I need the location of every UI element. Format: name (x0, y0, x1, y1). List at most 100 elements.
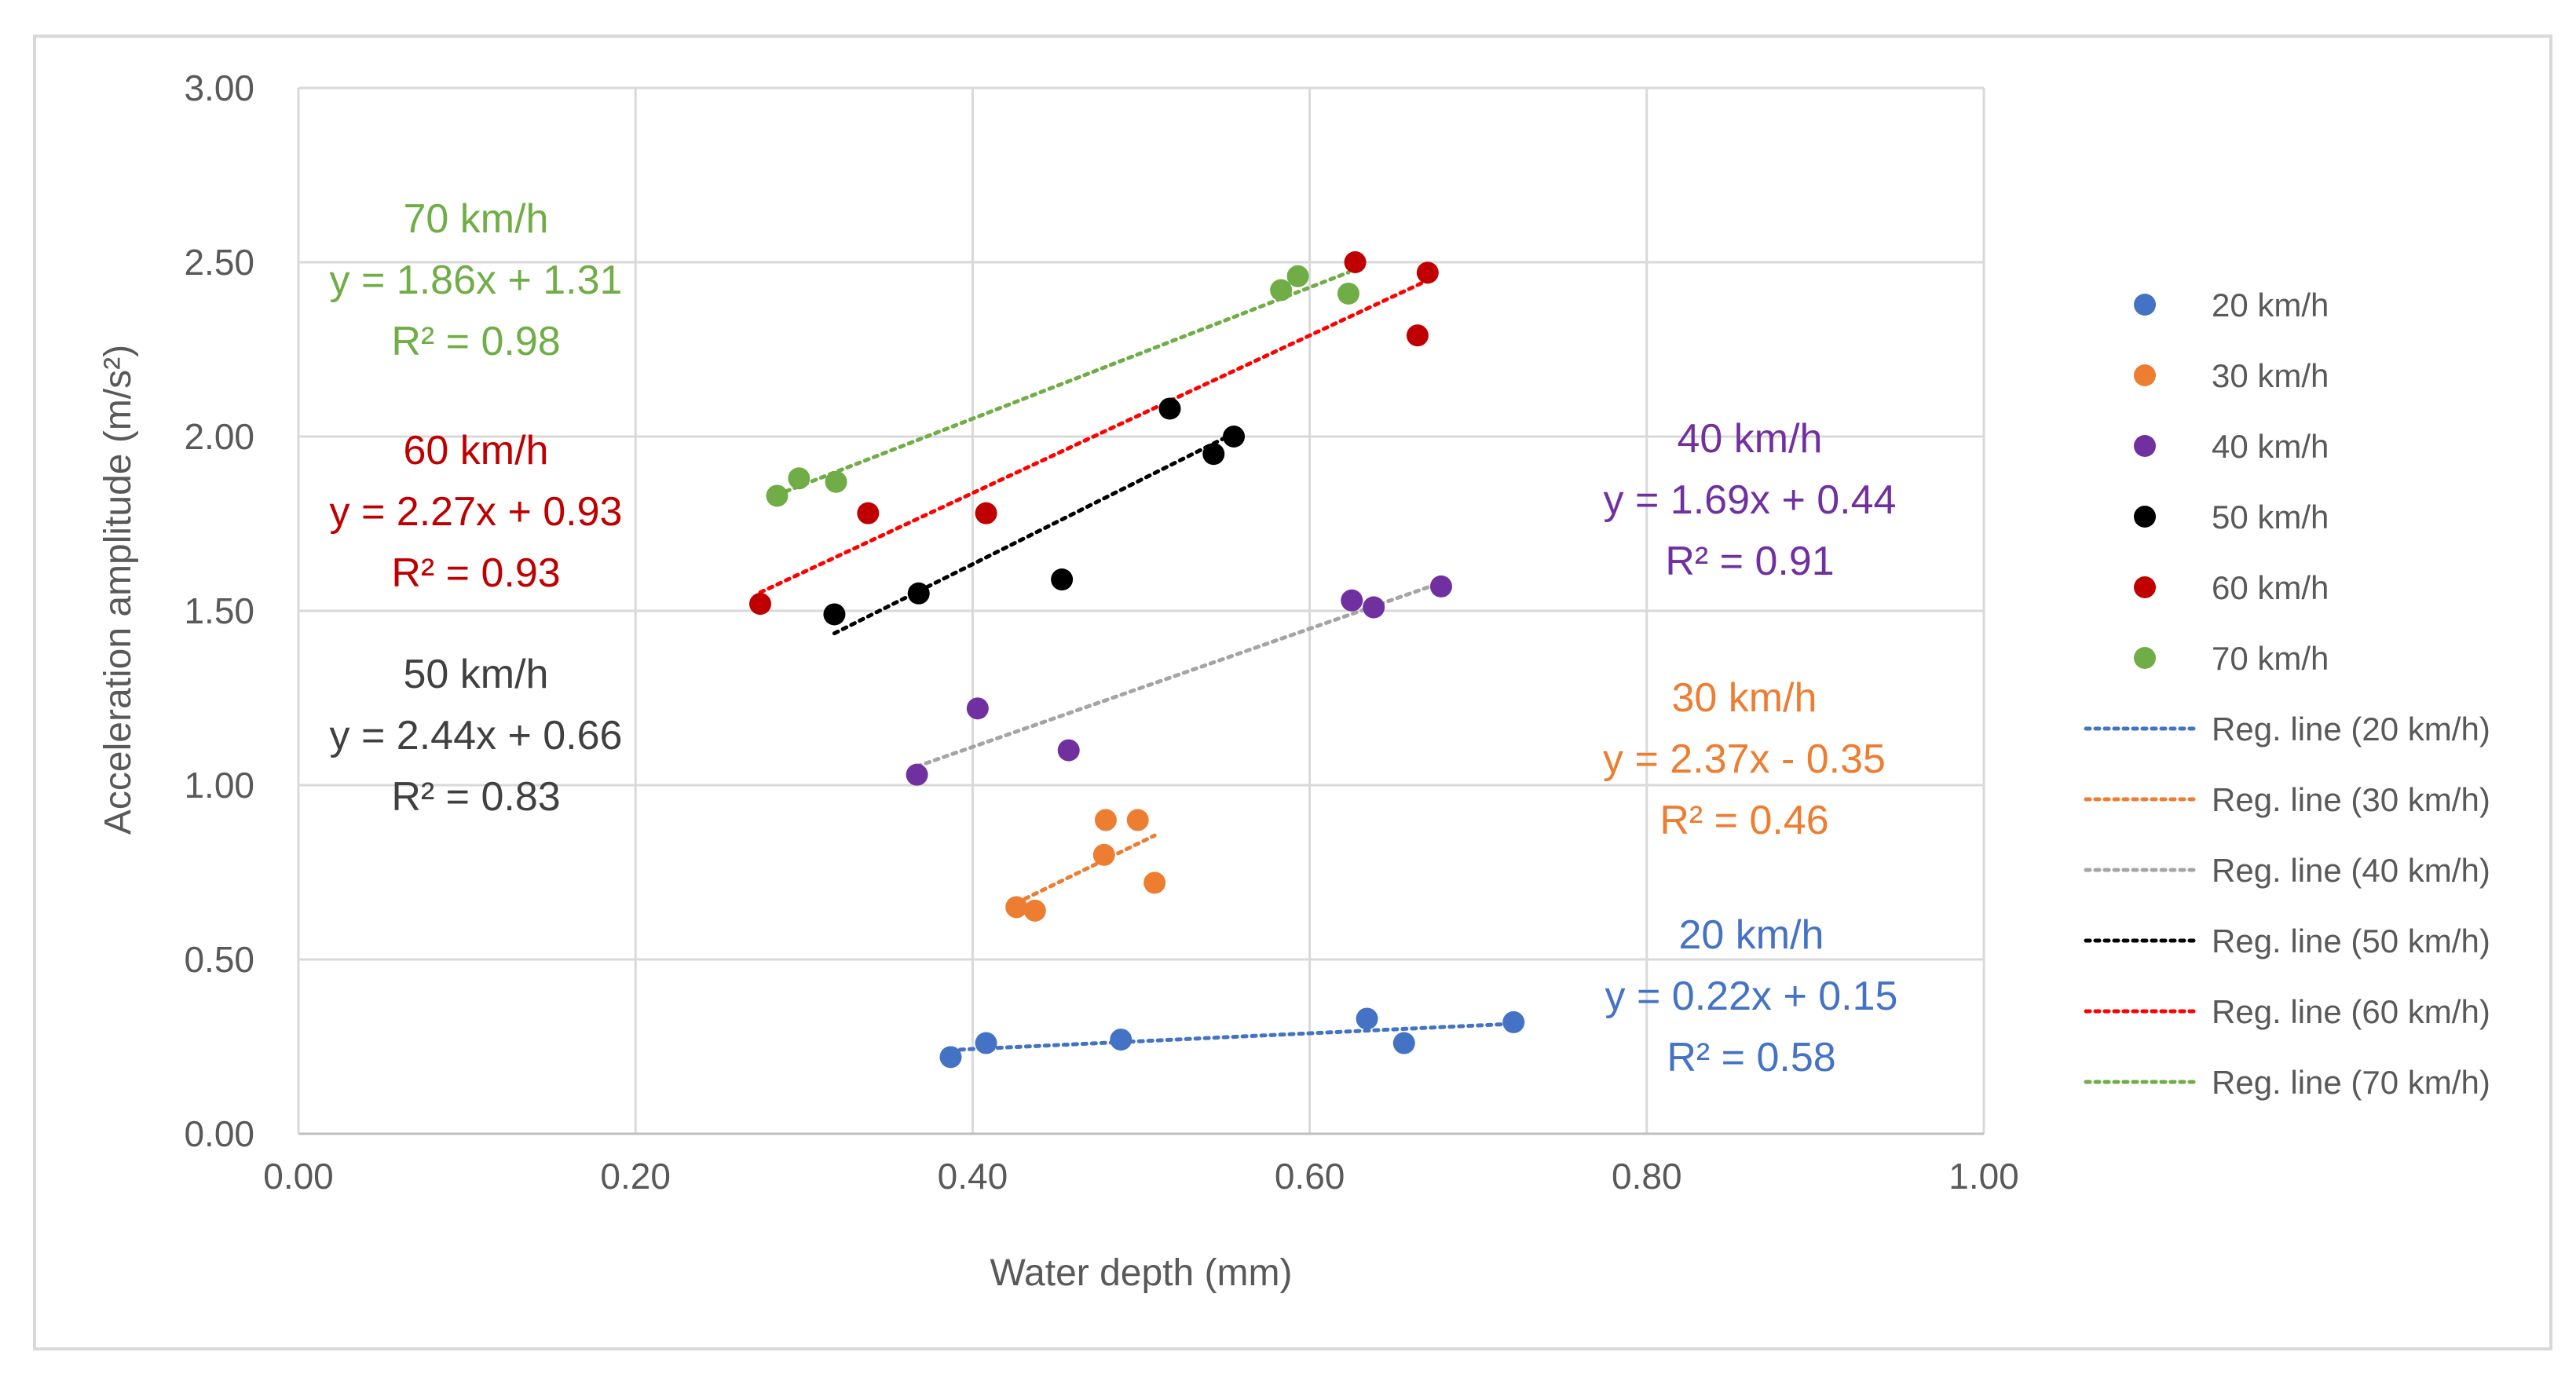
data-point (788, 467, 810, 490)
regression-line (774, 270, 1351, 497)
y-tick-label: 0.00 (184, 1113, 254, 1154)
annotation-40-km-h: 40 km/h y = 1.69x + 0.44 R² = 0.91 (1604, 416, 1897, 584)
legend-label: 60 km/h (2212, 569, 2329, 606)
x-tick-label: 0.20 (600, 1156, 671, 1197)
legend-marker (2134, 506, 2156, 528)
x-tick-label: 0.60 (1275, 1156, 1345, 1197)
legend-label: Reg. line (50 km/h) (2212, 923, 2490, 959)
axes: 0.00 0.20 0.40 0.60 0.80 1.00 0.00 0.50 1.00 1.50… (184, 68, 2018, 1197)
legend-label: 70 km/h (2212, 640, 2329, 677)
data-point (1223, 426, 1246, 448)
legend-marker (2134, 294, 2156, 316)
annotation-r2: R² = 0.58 (1667, 1035, 1835, 1080)
data-point (1392, 1032, 1415, 1054)
data-points (749, 251, 1525, 1069)
data-point (825, 470, 847, 493)
annotation-equation: y = 1.86x + 1.31 (330, 258, 623, 303)
legend-label: 50 km/h (2212, 499, 2329, 535)
annotation-30-km-h: 30 km/h y = 2.37x - 0.35 R² = 0.46 (1603, 675, 1886, 843)
data-point (1005, 896, 1028, 919)
x-axis-title: Water depth (mm) (990, 1252, 1293, 1294)
annotation-70-km-h: 70 km/h y = 1.86x + 1.31 R² = 0.98 (330, 196, 623, 364)
legend-marker (2134, 647, 2156, 669)
y-tick-label: 2.00 (184, 416, 254, 457)
data-point (1057, 739, 1080, 762)
legend-label: Reg. line (70 km/h) (2212, 1064, 2490, 1101)
legend-marker (2134, 576, 2156, 598)
x-tick-label: 0.40 (938, 1156, 1008, 1197)
data-point (1143, 872, 1166, 894)
data-point (1110, 1029, 1132, 1051)
y-tick-label: 0.50 (184, 939, 254, 980)
legend-label: Reg. line (20 km/h) (2212, 711, 2490, 747)
data-point (1502, 1010, 1525, 1033)
data-point (1051, 568, 1074, 591)
data-point (823, 603, 846, 626)
x-tick-label: 1.00 (1948, 1156, 2019, 1197)
legend-marker (2134, 435, 2156, 457)
data-point (1126, 809, 1149, 831)
data-point (1270, 279, 1293, 301)
data-point (1406, 324, 1429, 347)
data-point (907, 582, 930, 605)
data-point (1416, 261, 1439, 284)
data-point (1202, 443, 1225, 466)
legend-label: 20 km/h (2212, 287, 2329, 323)
legend-label: Reg. line (60 km/h) (2212, 993, 2490, 1030)
annotation-speed: 50 km/h (404, 652, 549, 697)
annotation-equation: y = 0.22x + 0.15 (1605, 974, 1898, 1019)
annotation-speed: 30 km/h (1672, 675, 1817, 721)
regression-annotations: 20 km/h y = 0.22x + 0.15 R² = 0.58 30 km/h y… (330, 196, 1898, 1080)
annotation-r2: R² = 0.98 (391, 319, 560, 364)
chart-frame (33, 35, 2552, 1350)
data-point (1363, 596, 1385, 619)
regression-line (949, 1021, 1516, 1052)
data-point (857, 502, 880, 524)
annotation-20-km-h: 20 km/h y = 0.22x + 0.15 R² = 0.58 (1605, 912, 1898, 1080)
y-tick-label: 1.00 (184, 765, 254, 806)
annotation-speed: 70 km/h (404, 196, 549, 242)
regression-line (1014, 833, 1157, 905)
annotation-50-km-h: 50 km/h y = 2.44x + 0.66 R² = 0.83 (330, 652, 623, 820)
regression-line (915, 580, 1444, 769)
x-tick-label: 0.80 (1612, 1156, 1682, 1197)
annotation-speed: 40 km/h (1678, 416, 1823, 462)
legend-label: 30 km/h (2212, 357, 2329, 394)
data-point (1158, 397, 1181, 420)
annotation-r2: R² = 0.46 (1659, 798, 1828, 843)
annotation-r2: R² = 0.93 (391, 550, 560, 596)
legend-label: Reg. line (40 km/h) (2212, 852, 2490, 889)
data-point (766, 484, 789, 507)
legend-label: 40 km/h (2212, 428, 2329, 465)
annotation-equation: y = 2.27x + 0.93 (330, 489, 623, 535)
annotation-60-km-h: 60 km/h y = 2.27x + 0.93 R² = 0.93 (330, 428, 623, 596)
data-point (1429, 575, 1452, 597)
regression-lines (758, 270, 1516, 1052)
y-axis-title: Acceleration amplitude (m/s²) (97, 345, 139, 835)
regression-line (832, 431, 1236, 636)
data-point (975, 502, 997, 524)
annotation-equation: y = 2.44x + 0.66 (330, 713, 623, 758)
data-point (1023, 899, 1046, 922)
annotation-equation: y = 2.37x - 0.35 (1603, 736, 1886, 782)
data-point (1356, 1007, 1378, 1030)
data-point (1337, 282, 1359, 305)
data-point (906, 763, 928, 786)
data-point (1344, 251, 1367, 273)
data-point (1341, 589, 1363, 612)
y-tick-label: 2.50 (184, 242, 254, 283)
y-tick-label: 3.00 (184, 68, 254, 108)
annotation-speed: 60 km/h (404, 428, 549, 473)
regression-line (758, 278, 1430, 595)
legend-marker (2134, 364, 2156, 386)
y-tick-label: 1.50 (184, 590, 254, 631)
data-point (966, 697, 989, 720)
data-point (1094, 809, 1117, 831)
annotation-equation: y = 1.69x + 0.44 (1604, 477, 1897, 523)
annotation-r2: R² = 0.83 (391, 774, 560, 820)
data-point (975, 1032, 997, 1054)
legend: 20 km/h 30 km/h 40 km/h 50 km/h 60 km/h 70 km… (2084, 287, 2490, 1101)
data-point (1092, 843, 1115, 866)
data-point (749, 593, 772, 616)
